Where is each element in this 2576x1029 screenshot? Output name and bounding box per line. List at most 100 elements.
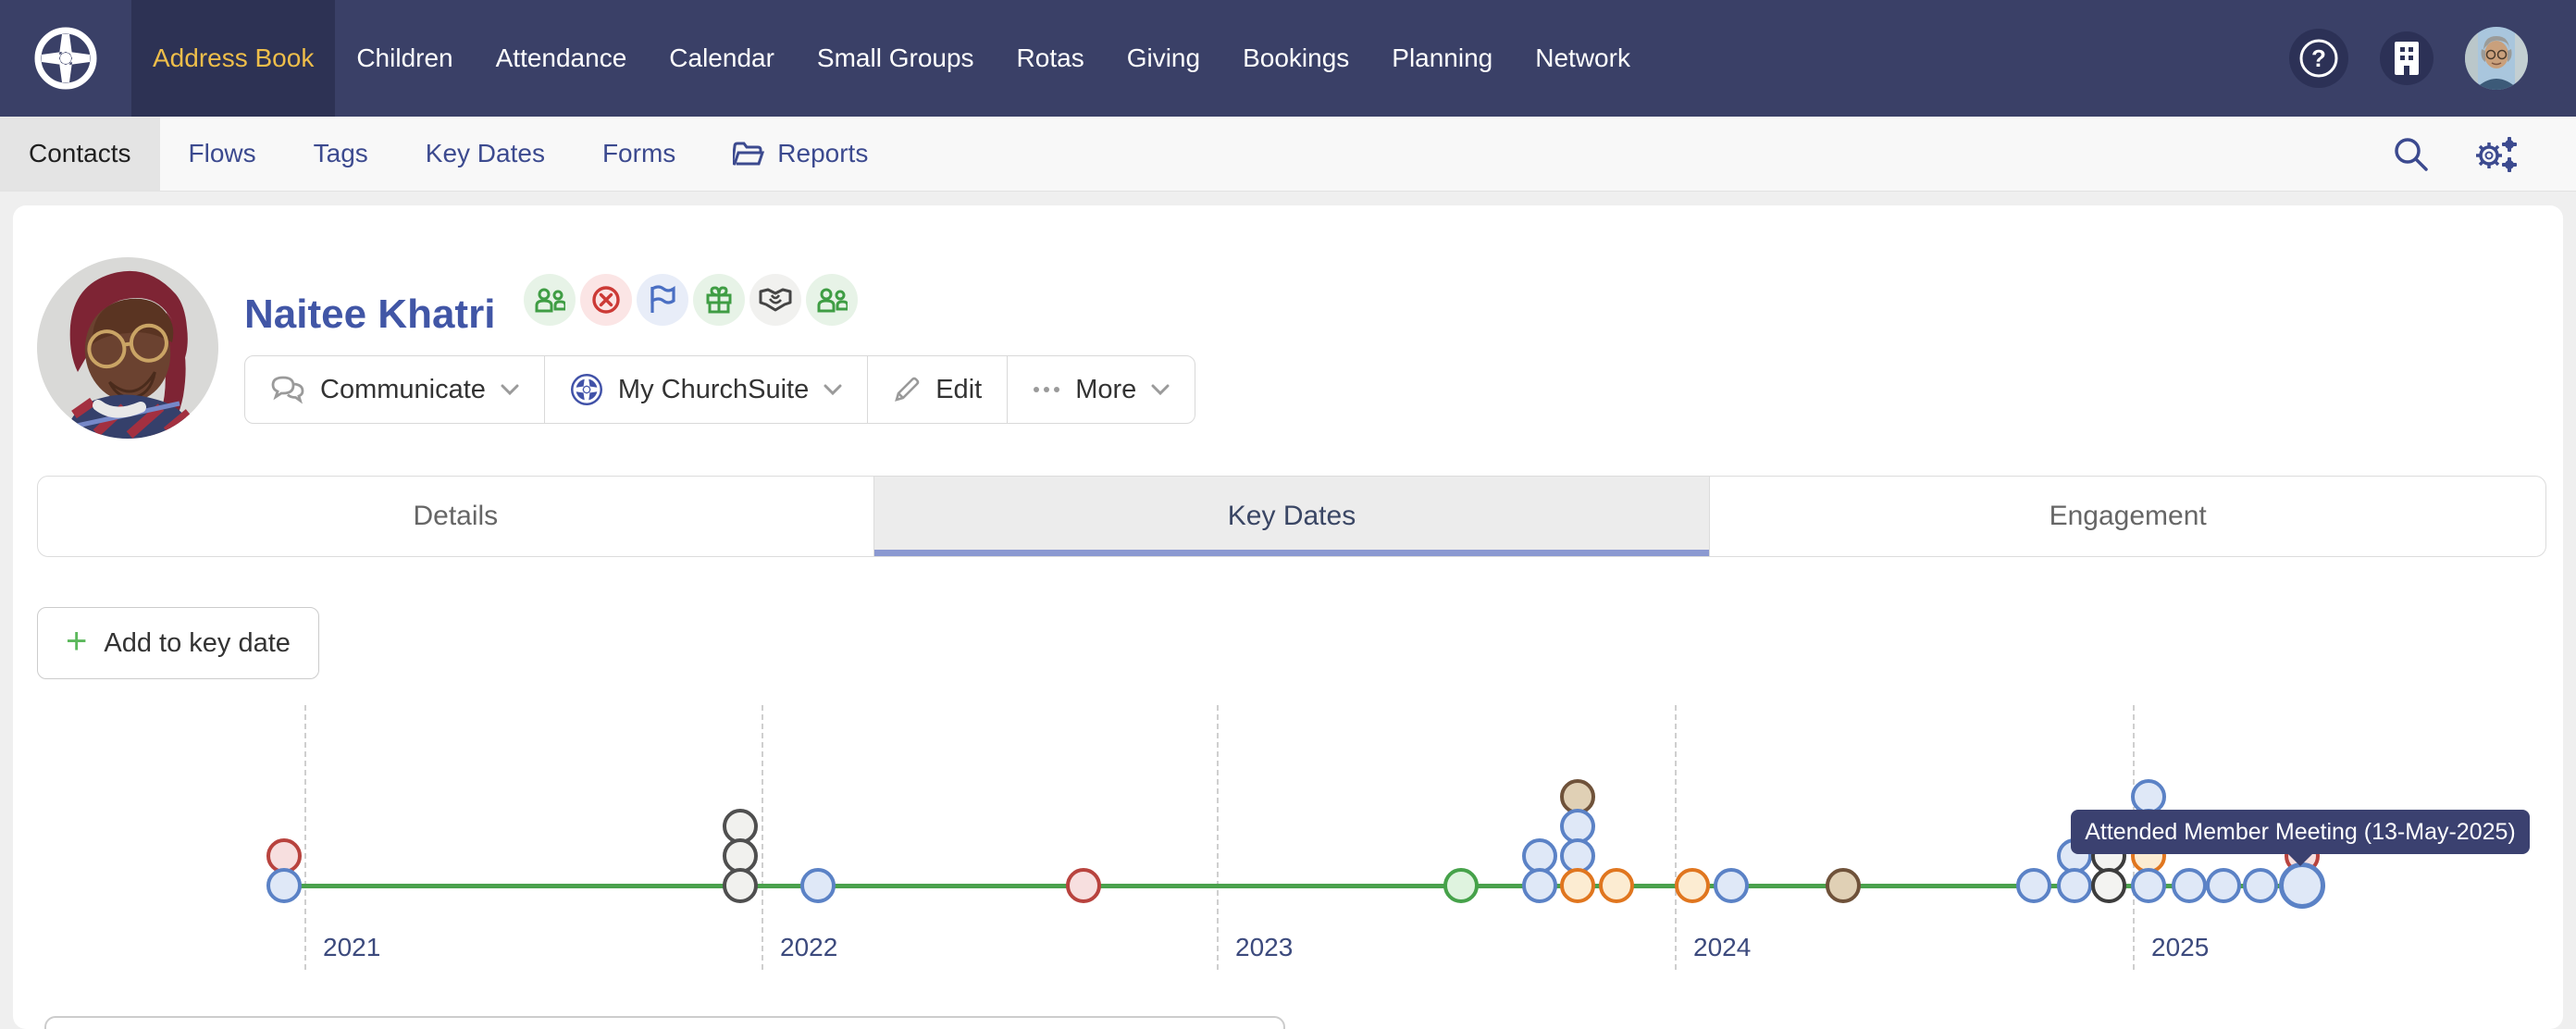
my-churchsuite-roundel-icon: [570, 374, 602, 405]
gift-badge[interactable]: [693, 274, 745, 326]
chevron-down-icon: [501, 384, 519, 395]
subnav-item-key-dates[interactable]: Key Dates: [397, 117, 574, 191]
key-date-point[interactable]: [2057, 868, 2092, 903]
handshake-badge[interactable]: [749, 274, 801, 326]
profile-tabs: Details Key Dates Engagement: [37, 476, 2546, 557]
subnav-items: Contacts Flows Tags Key Dates Forms Reports: [0, 117, 897, 191]
nav-item-rotas[interactable]: Rotas: [996, 0, 1106, 117]
nav-item-small-groups[interactable]: Small Groups: [796, 0, 996, 117]
nav-item-children[interactable]: Children: [335, 0, 474, 117]
contact-photo[interactable]: [37, 257, 218, 439]
nav-item-bookings[interactable]: Bookings: [1221, 0, 1370, 117]
tab-details[interactable]: Details: [38, 477, 874, 556]
topnav-right-cluster: ?: [2289, 0, 2528, 117]
nav-item-attendance[interactable]: Attendance: [475, 0, 649, 117]
contact-badges: [524, 274, 858, 326]
subnav-item-label: Flows: [188, 139, 256, 167]
nav-item-planning[interactable]: Planning: [1370, 0, 1514, 117]
key-date-point[interactable]: [1714, 868, 1749, 903]
key-date-point[interactable]: [2206, 868, 2241, 903]
key-date-point[interactable]: [266, 868, 302, 903]
subnav-right-cluster: [2391, 117, 2519, 191]
key-date-point[interactable]: [1675, 868, 1710, 903]
key-date-point[interactable]: [2243, 868, 2278, 903]
key-date-point[interactable]: [2131, 868, 2166, 903]
key-date-point[interactable]: [1066, 868, 1101, 903]
contact-name: Naitee Khatri: [244, 291, 496, 338]
year-label: 2023: [1235, 933, 1294, 961]
folder-icon: [733, 142, 765, 166]
year-gridline-2021: [304, 705, 306, 970]
tab-key-dates[interactable]: Key Dates: [873, 477, 1711, 556]
circle-x-icon: [592, 286, 620, 314]
nav-item-address-book[interactable]: Address Book: [131, 0, 336, 117]
key-date-point[interactable]: [800, 868, 836, 903]
key-date-point[interactable]: [2016, 868, 2051, 903]
subnav-item-label: Reports: [777, 139, 869, 167]
key-date-point[interactable]: [1443, 868, 1479, 903]
cancelled-badge[interactable]: [580, 274, 632, 326]
add-to-key-date-button[interactable]: + Add to key date: [37, 607, 319, 679]
my-churchsuite-button[interactable]: My ChurchSuite: [543, 356, 867, 423]
settings-gears-icon[interactable]: [2471, 133, 2519, 174]
my-churchsuite-label: My ChurchSuite: [617, 374, 810, 404]
nav-item-label: Planning: [1392, 43, 1493, 72]
subnav-item-reports[interactable]: Reports: [704, 117, 897, 191]
year-gridline-2024: [1675, 705, 1677, 970]
flag-badge[interactable]: [637, 274, 688, 326]
subnav-item-flows[interactable]: Flows: [160, 117, 285, 191]
handshake-icon: [759, 288, 792, 312]
edit-button[interactable]: Edit: [867, 356, 1007, 423]
people-badge[interactable]: [524, 274, 576, 326]
edit-label: Edit: [935, 374, 983, 404]
top-navigation-bar: Address Book Children Attendance Calendar Sm…: [0, 0, 2576, 117]
help-button[interactable]: ?: [2289, 29, 2348, 88]
nav-item-network[interactable]: Network: [1514, 0, 1652, 117]
ellipsis-icon: [1034, 387, 1060, 392]
people-badge-2[interactable]: [806, 274, 858, 326]
nav-item-label: Bookings: [1243, 43, 1350, 72]
nav-item-label: Calendar: [669, 43, 774, 72]
flag-icon: [650, 285, 675, 313]
search-icon[interactable]: [2391, 134, 2430, 173]
more-label: More: [1075, 374, 1137, 404]
key-date-point[interactable]: [723, 868, 758, 903]
add-to-key-date-label: Add to key date: [104, 627, 291, 658]
organisation-button[interactable]: [2380, 31, 2434, 85]
people-icon: [535, 288, 565, 313]
churchsuite-logo[interactable]: [0, 0, 131, 117]
year-label: 2025: [2151, 933, 2210, 961]
nav-item-calendar[interactable]: Calendar: [648, 0, 796, 117]
subnav-item-label: Key Dates: [425, 139, 545, 167]
year-gridline-2023: [1217, 705, 1219, 970]
key-date-point[interactable]: [1560, 868, 1595, 903]
user-avatar[interactable]: [2465, 27, 2528, 90]
year-label: 2024: [1693, 933, 1752, 961]
key-date-point[interactable]: [2279, 862, 2325, 909]
tab-engagement[interactable]: Engagement: [2049, 501, 2207, 531]
svg-text:?: ?: [2311, 44, 2326, 72]
user-avatar-photo: [2465, 27, 2528, 90]
more-button[interactable]: More: [1007, 356, 1195, 423]
nav-item-label: Address Book: [153, 43, 315, 72]
nav-item-label: Small Groups: [816, 43, 974, 72]
subnav-item-label: Forms: [601, 139, 676, 167]
key-date-point[interactable]: [1826, 868, 1861, 903]
contact-profile-card: Naitee Khatri: [13, 205, 2563, 1029]
nav-item-label: Giving: [1126, 43, 1201, 72]
nav-item-giving[interactable]: Giving: [1106, 0, 1221, 117]
subnav-item-contacts[interactable]: Contacts: [0, 117, 160, 191]
contact-photo-image: [37, 257, 218, 439]
subnav-item-forms[interactable]: Forms: [574, 117, 704, 191]
key-date-point[interactable]: [2172, 868, 2207, 903]
key-date-point[interactable]: [1599, 868, 1634, 903]
subnav-item-tags[interactable]: Tags: [285, 117, 397, 191]
communicate-button[interactable]: Communicate: [245, 356, 544, 423]
key-date-point[interactable]: [1522, 868, 1557, 903]
chat-bubbles-icon: [271, 376, 304, 404]
key-date-point[interactable]: [2091, 868, 2126, 903]
chevron-down-icon: [1151, 384, 1170, 395]
subnav-item-label: Contacts: [29, 139, 131, 167]
contact-actions-toolbar: Communicate My ChurchSuite Edit More: [244, 355, 1196, 424]
nav-item-label: Network: [1535, 43, 1630, 72]
